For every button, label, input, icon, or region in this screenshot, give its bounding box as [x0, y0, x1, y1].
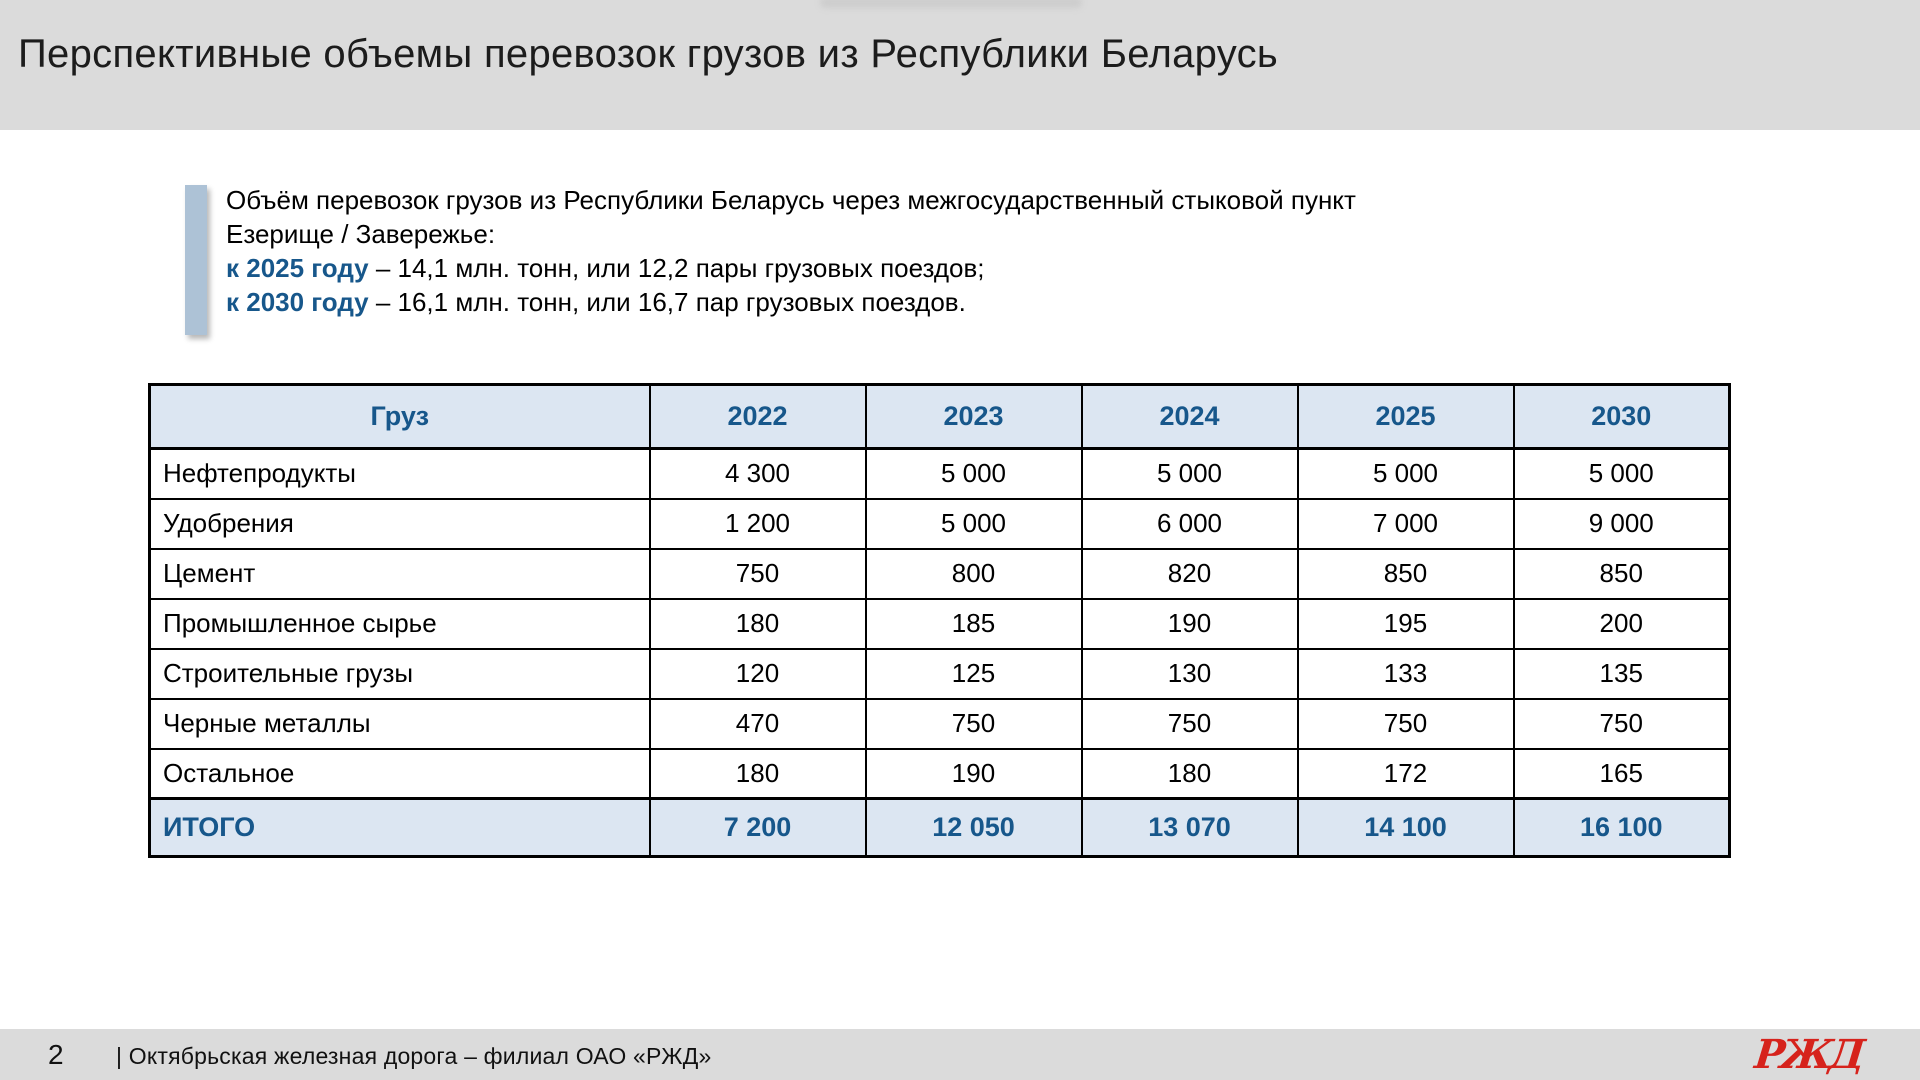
value-cell: 135 [1512, 647, 1731, 700]
header-cell-2025: 2025 [1296, 383, 1515, 450]
cargo-name-cell: Удобрения [148, 497, 651, 550]
value-cell: 800 [864, 547, 1083, 600]
page-title: Перспективные объемы перевозок грузов из… [18, 32, 1279, 76]
value-cell: 5 000 [864, 497, 1083, 550]
table-row: Цемент 750 800 820 850 850 [148, 547, 1731, 600]
callout-intro-line2: Езерище / Завережье: [226, 219, 496, 249]
total-row: ИТОГО 7 200 12 050 13 070 14 100 16 100 [148, 797, 1731, 858]
table-row: Строительные грузы 120 125 130 133 135 [148, 647, 1731, 700]
value-cell: 750 [1512, 697, 1731, 750]
header-cell-cargo: Груз [148, 383, 651, 450]
table-row: Черные металлы 470 750 750 750 750 [148, 697, 1731, 750]
value-cell: 180 [648, 597, 867, 650]
value-cell: 9 000 [1512, 497, 1731, 550]
header-cell-2024: 2024 [1080, 383, 1299, 450]
cargo-name-cell: Строительные грузы [148, 647, 651, 700]
table-row: Нефтепродукты 4 300 5 000 5 000 5 000 5 000 [148, 447, 1731, 500]
total-value-cell: 14 100 [1296, 797, 1515, 858]
value-cell: 195 [1296, 597, 1515, 650]
callout-text: Объём перевозок грузов из Республики Бел… [226, 183, 1646, 319]
cargo-name-cell: Промышленное сырье [148, 597, 651, 650]
value-cell: 190 [864, 747, 1083, 800]
table-row: Остальное 180 190 180 172 165 [148, 747, 1731, 800]
callout-intro-line1: Объём перевозок грузов из Республики Бел… [226, 185, 1356, 215]
callout-item-2030-value: – 16,1 млн. тонн, или 16,7 пар грузовых … [368, 287, 966, 317]
callout-item-2030-label: к 2030 году [226, 287, 369, 317]
footer-text: | Октябрьская железная дорога – филиал О… [116, 1043, 712, 1069]
header-cell-2022: 2022 [648, 383, 867, 450]
value-cell: 5 000 [1296, 447, 1515, 500]
value-cell: 6 000 [1080, 497, 1299, 550]
value-cell: 850 [1512, 547, 1731, 600]
top-shadow-strip [820, 0, 1082, 8]
callout-item-2025-value: – 14,1 млн. тонн, или 12,2 пары грузовых… [368, 253, 985, 283]
total-value-cell: 16 100 [1512, 797, 1731, 858]
cargo-name-cell: Остальное [148, 747, 651, 800]
cargo-volumes-table: Груз 2022 2023 2024 2025 2030 Нефтепроду… [148, 383, 1731, 858]
cargo-name-cell: Нефтепродукты [148, 447, 651, 500]
value-cell: 750 [864, 697, 1083, 750]
value-cell: 130 [1080, 647, 1299, 700]
value-cell: 172 [1296, 747, 1515, 800]
header-cell-2030: 2030 [1512, 383, 1731, 450]
total-value-cell: 13 070 [1080, 797, 1299, 858]
value-cell: 200 [1512, 597, 1731, 650]
value-cell: 133 [1296, 647, 1515, 700]
callout-item-2025: к 2025 году – 14,1 млн. тонн, или 12,2 п… [226, 251, 1646, 285]
table-header-row: Груз 2022 2023 2024 2025 2030 [148, 383, 1731, 450]
value-cell: 190 [1080, 597, 1299, 650]
value-cell: 750 [1080, 697, 1299, 750]
footer-band: 2 | Октябрьская железная дорога – филиал… [0, 1029, 1920, 1080]
total-value-cell: 12 050 [864, 797, 1083, 858]
callout-item-2025-label: к 2025 году [226, 253, 369, 283]
value-cell: 5 000 [1080, 447, 1299, 500]
value-cell: 5 000 [1512, 447, 1731, 500]
value-cell: 4 300 [648, 447, 867, 500]
rzd-logo-text: РЖД [1752, 1030, 1864, 1078]
accent-bar [185, 185, 207, 335]
total-label-cell: ИТОГО [148, 797, 651, 858]
value-cell: 180 [648, 747, 867, 800]
rzd-logo: РЖД [1746, 1030, 1871, 1078]
title-band: Перспективные объемы перевозок грузов из… [0, 0, 1920, 130]
value-cell: 5 000 [864, 447, 1083, 500]
cargo-name-cell: Черные металлы [148, 697, 651, 750]
value-cell: 850 [1296, 547, 1515, 600]
page-number: 2 [48, 1039, 64, 1070]
value-cell: 125 [864, 647, 1083, 700]
table-row: Удобрения 1 200 5 000 6 000 7 000 9 000 [148, 497, 1731, 550]
callout-item-2030: к 2030 году – 16,1 млн. тонн, или 16,7 п… [226, 285, 1646, 319]
value-cell: 180 [1080, 747, 1299, 800]
value-cell: 470 [648, 697, 867, 750]
total-value-cell: 7 200 [648, 797, 867, 858]
value-cell: 165 [1512, 747, 1731, 800]
value-cell: 120 [648, 647, 867, 700]
value-cell: 750 [648, 547, 867, 600]
cargo-name-cell: Цемент [148, 547, 651, 600]
value-cell: 1 200 [648, 497, 867, 550]
value-cell: 820 [1080, 547, 1299, 600]
value-cell: 750 [1296, 697, 1515, 750]
table-row: Промышленное сырье 180 185 190 195 200 [148, 597, 1731, 650]
value-cell: 185 [864, 597, 1083, 650]
value-cell: 7 000 [1296, 497, 1515, 550]
header-cell-2023: 2023 [864, 383, 1083, 450]
